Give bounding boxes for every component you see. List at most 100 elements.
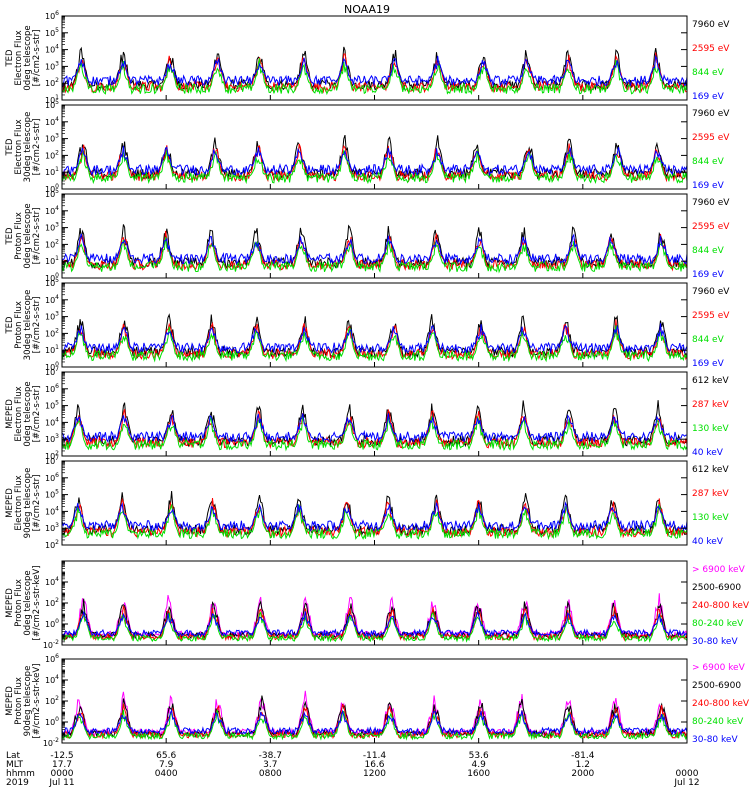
series-line-169-eV xyxy=(62,145,687,177)
legend-entry: 30-80 keV xyxy=(692,637,738,647)
svg-text:0deg telescope: 0deg telescope xyxy=(23,203,33,268)
svg-text:0deg telescope: 0deg telescope xyxy=(23,381,33,446)
legend-entry: 130 keV xyxy=(692,513,729,523)
y-tick-label: 104 xyxy=(45,416,59,427)
y-tick-label: 104 xyxy=(45,294,59,305)
legend-entry: 169 eV xyxy=(692,270,725,280)
svg-text:Proton Flux: Proton Flux xyxy=(14,212,24,260)
legend-entry: 169 eV xyxy=(692,181,725,191)
y-tick-label: 107 xyxy=(45,366,59,377)
y-tick-label: 102 xyxy=(45,597,59,608)
svg-text:90deg telescope: 90deg telescope xyxy=(23,666,33,737)
svg-text:0deg telescope: 0deg telescope xyxy=(23,25,33,90)
svg-text:Electron Flux: Electron Flux xyxy=(14,30,24,85)
svg-text:[#/cm2-s-str]: [#/cm2-s-str] xyxy=(32,119,42,176)
svg-text:[#/cm2-s-str]: [#/cm2-s-str] xyxy=(32,475,42,532)
legend-entry: 7960 eV xyxy=(692,198,730,208)
y-tick-label: 102 xyxy=(45,539,59,550)
y-tick-label: 106 xyxy=(45,383,59,394)
y-tick-label: 104 xyxy=(45,576,59,587)
y-tick-label: 100 xyxy=(45,183,59,194)
legend-entry: 7960 eV xyxy=(692,20,730,30)
legend-entry: 844 eV xyxy=(692,68,725,78)
footer-hhmm-value: 0800 xyxy=(259,769,282,779)
y-tick-label: 103 xyxy=(45,60,59,71)
series-line-169-eV xyxy=(62,233,687,266)
footer-hhmm-value: 0400 xyxy=(155,769,178,779)
svg-text:[#/cm2-s-str-keV]: [#/cm2-s-str-keV] xyxy=(32,566,42,641)
y-tick-label: 10-2 xyxy=(43,737,59,748)
series-line-844-eV xyxy=(62,325,687,363)
svg-text:90deg telescope: 90deg telescope xyxy=(23,468,33,539)
y-tick-label: 101 xyxy=(45,94,59,105)
traces xyxy=(62,46,687,96)
y-tick-label: 105 xyxy=(45,99,59,110)
y-axis-label: MEPED Electron Flux 0deg telescope [#/cm2-s… xyxy=(5,381,42,446)
series-line-844-eV xyxy=(62,58,687,96)
footer-mlt-value: 16.6 xyxy=(364,760,384,770)
footer-hhmm-value: 0000 xyxy=(676,769,699,779)
y-tick-label: 100 xyxy=(45,272,59,283)
footer-mlt-value: 4.9 xyxy=(472,760,487,770)
y-tick-label: 102 xyxy=(45,238,59,249)
traces xyxy=(62,400,687,452)
svg-text:[#/cm2-s-str]: [#/cm2-s-str] xyxy=(32,297,42,354)
y-tick-label: 100 xyxy=(45,361,59,372)
footer-lat-value: -38.7 xyxy=(259,751,282,761)
footer-lat-value: -81.4 xyxy=(571,751,595,761)
y-tick-label: 100 xyxy=(45,716,59,727)
traces xyxy=(62,690,687,741)
y-tick-label: 106 xyxy=(45,10,59,21)
y-tick-label: 107 xyxy=(45,455,59,466)
legend-entry: > 6900 keV xyxy=(692,565,746,575)
y-tick-label: 104 xyxy=(45,116,59,127)
legend-entry: 80-240 keV xyxy=(692,717,744,727)
svg-text:[#/cm2-s-str-keV]: [#/cm2-s-str-keV] xyxy=(32,664,42,739)
legend-entry: 40 keV xyxy=(692,448,724,458)
y-tick-label: 103 xyxy=(45,222,59,233)
legend-entry: 7960 eV xyxy=(692,109,730,119)
footer-row-label: 2019 xyxy=(6,778,29,788)
footer-lat-value: 65.6 xyxy=(156,751,176,761)
legend-entry: 2595 eV xyxy=(692,222,730,232)
series-line-30-80-keV xyxy=(62,708,687,736)
svg-text:TED: TED xyxy=(5,316,15,335)
legend-entry: 287 keV xyxy=(692,400,729,410)
svg-text:MEPED: MEPED xyxy=(5,488,15,518)
plot-title: NOAA19 xyxy=(344,3,390,16)
svg-text:MEPED: MEPED xyxy=(5,588,15,618)
legend-entry: 130 keV xyxy=(692,424,729,434)
svg-text:Proton Flux: Proton Flux xyxy=(14,301,24,349)
y-tick-label: 103 xyxy=(45,133,59,144)
series-line-287-keV xyxy=(62,497,687,539)
y-axis-label: MEPED Proton Flux 90deg telescope [#/cm2-s-… xyxy=(5,664,42,739)
svg-text:0deg telescope: 0deg telescope xyxy=(23,570,33,635)
legend-entry: 7960 eV xyxy=(692,287,730,297)
y-tick-label: 103 xyxy=(45,522,59,533)
series-line-130-keV xyxy=(62,504,687,541)
svg-text:[#/cm2-s-str]: [#/cm2-s-str] xyxy=(32,386,42,443)
y-tick-label: 102 xyxy=(45,327,59,338)
y-tick-label: 105 xyxy=(45,277,59,288)
legend-entry: > 6900 keV xyxy=(692,663,746,673)
footer-hhmm-value: 2000 xyxy=(571,769,594,779)
footer-date-value: Jul 12 xyxy=(673,778,699,788)
y-tick-label: 101 xyxy=(45,166,59,177)
footer-mlt-value: 17.7 xyxy=(52,760,72,770)
y-tick-label: 103 xyxy=(45,433,59,444)
y-tick-label: 104 xyxy=(45,44,59,55)
y-tick-label: 101 xyxy=(45,344,59,355)
series-line-40-keV xyxy=(62,501,687,533)
svg-text:Electron Flux: Electron Flux xyxy=(14,119,24,174)
svg-text:Proton Flux: Proton Flux xyxy=(14,677,24,725)
footer-row-label: Lat xyxy=(6,751,21,761)
svg-text:30deg telescope: 30deg telescope xyxy=(23,112,33,183)
